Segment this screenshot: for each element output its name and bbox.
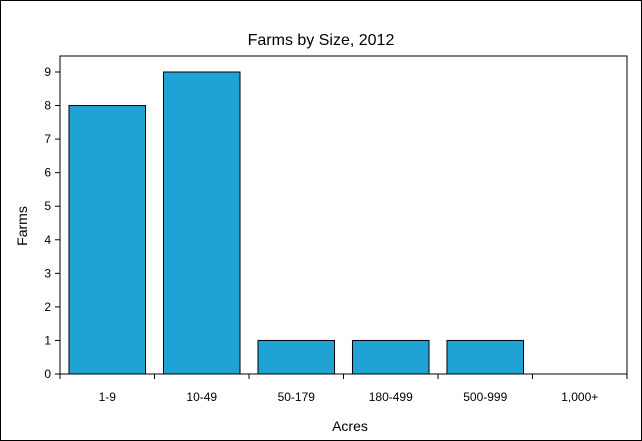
y-tick-label: 3 xyxy=(44,266,51,280)
y-tick-label: 4 xyxy=(44,233,51,247)
bar-1-9 xyxy=(68,105,147,375)
bar-180-499 xyxy=(351,339,430,375)
x-tick-label: 500-999 xyxy=(463,390,507,404)
x-tick-label: 1,000+ xyxy=(561,390,598,404)
bar-10-49 xyxy=(162,71,241,375)
y-tick-label: 2 xyxy=(44,300,51,314)
x-tick-label: 1-9 xyxy=(99,390,117,404)
bar-500-999 xyxy=(446,339,525,375)
x-axis-label: Acres xyxy=(332,418,368,434)
bar-50-179 xyxy=(257,339,336,375)
x-tick-label: 10-49 xyxy=(186,390,217,404)
y-axis-label: Farms xyxy=(14,206,30,246)
y-tick-label: 8 xyxy=(44,99,51,113)
chart-title: Farms by Size, 2012 xyxy=(248,32,395,49)
y-tick-label: 9 xyxy=(44,65,51,79)
y-tick-label: 0 xyxy=(44,367,51,381)
plot-area: 0 1 2 3 4 5 6 7 8 9 1-9 10-49 50-179 180-499 500-999 1,… xyxy=(44,55,628,404)
y-tick-label: 7 xyxy=(44,132,51,146)
y-tick-label: 5 xyxy=(44,199,51,213)
x-tick-label: 180-499 xyxy=(369,390,413,404)
y-tick-label: 6 xyxy=(44,166,51,180)
x-tick-label: 50-179 xyxy=(278,390,316,404)
y-tick-label: 1 xyxy=(44,333,51,347)
